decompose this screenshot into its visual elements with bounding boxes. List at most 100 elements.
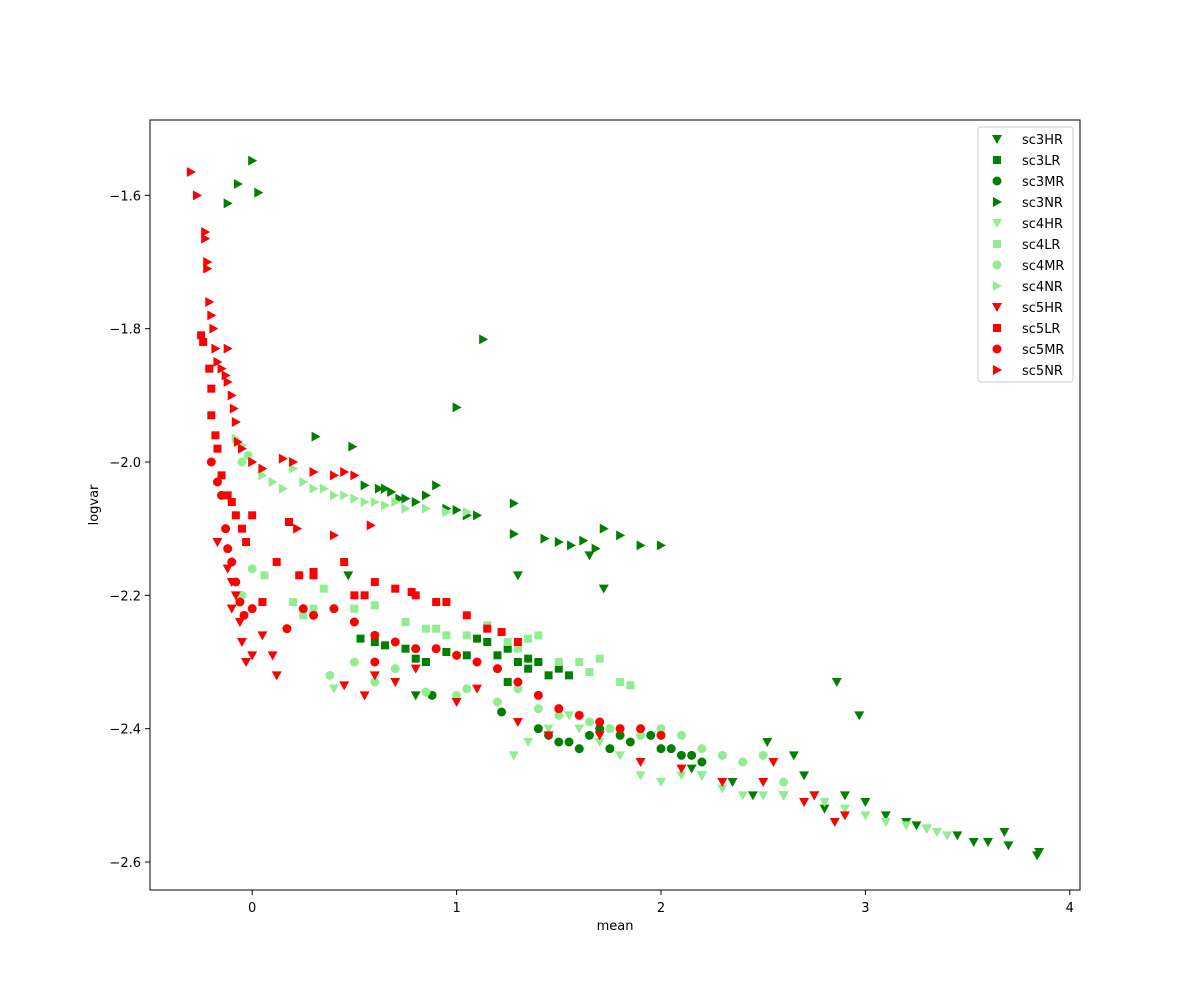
data-point-sc3HR [952, 831, 963, 841]
data-point-sc3HR [831, 678, 842, 687]
data-point-sc3HR [1034, 848, 1045, 857]
data-point-sc4MR [584, 717, 594, 727]
data-point-sc5NR [227, 390, 237, 401]
data-point-sc4MR [452, 690, 462, 700]
data-point-sc5LR [284, 518, 293, 526]
data-point-sc4NR [289, 463, 299, 474]
data-point-sc4MR [349, 657, 359, 667]
data-point-sc3HR [911, 821, 922, 831]
data-point-sc4NR [340, 490, 350, 501]
data-point-sc3NR [254, 187, 264, 198]
legend-marker-sc3MR [992, 176, 1002, 186]
data-point-sc5MR [574, 710, 584, 720]
data-point-sc3MR [574, 744, 584, 754]
data-point-sc4NR [278, 483, 288, 494]
legend-box [977, 126, 1074, 383]
data-point-sc4HR [717, 784, 728, 794]
data-point-sc5MR [431, 644, 441, 654]
data-point-sc5LR [258, 598, 267, 606]
data-point-sc5NR [329, 530, 339, 541]
data-point-sc5HR [799, 798, 810, 807]
data-point-sc4MR [243, 450, 253, 460]
data-point-sc4HR [819, 798, 830, 807]
data-point-sc5MR [492, 664, 502, 674]
data-point-sc4LR [595, 654, 604, 663]
data-point-sc5MR [247, 604, 257, 614]
data-point-sc4LR [401, 618, 410, 626]
data-point-sc4LR [462, 631, 471, 640]
data-point-sc5HR [768, 758, 779, 767]
data-point-sc4NR [268, 477, 278, 487]
data-point-sc4HR [635, 771, 646, 781]
data-point-sc4HR [758, 791, 769, 801]
data-point-sc3HR [860, 798, 871, 807]
data-point-sc5NR [289, 457, 299, 467]
data-point-sc3NR [421, 490, 431, 501]
data-point-sc3HR [788, 751, 799, 761]
data-point-sc5HR [271, 671, 282, 681]
data-point-sc5NR [205, 297, 215, 307]
data-point-sc5NR [340, 467, 350, 477]
data-point-sc4HR [860, 811, 871, 821]
y-tick-label: −2.4 [109, 723, 141, 738]
data-point-sc5HR [594, 731, 605, 741]
data-point-sc3MR [584, 730, 594, 740]
data-point-sc3LR [462, 651, 471, 660]
legend-label-sc5HR: sc5HR [1022, 301, 1063, 316]
data-point-sc5NR [233, 437, 243, 447]
data-point-sc3LR [534, 658, 543, 666]
data-point-sc4HR [880, 818, 891, 827]
data-point-sc5LR [237, 524, 246, 533]
data-point-sc5MR [513, 677, 523, 687]
data-point-sc4NR [350, 493, 360, 504]
data-point-sc4HR [615, 751, 626, 761]
data-point-sc5HR [543, 731, 554, 741]
data-point-sc5HR [839, 811, 850, 821]
data-point-sc4LR [616, 678, 625, 686]
data-point-sc5LR [309, 568, 318, 576]
data-point-sc5MR [298, 604, 308, 614]
data-point-sc4LR [503, 638, 512, 646]
data-point-sc5HR [247, 651, 258, 661]
data-point-sc3HR [880, 811, 891, 821]
data-point-sc4LR [319, 584, 328, 593]
data-point-sc3LR [513, 658, 522, 666]
data-point-sc3HR [598, 584, 609, 594]
data-point-sc5NR [329, 470, 339, 481]
data-point-sc5MR [533, 690, 543, 700]
plot-frame [149, 119, 1081, 891]
data-point-sc5NR [217, 363, 227, 374]
data-point-sc3MR [554, 737, 564, 747]
data-point-sc3LR [483, 638, 492, 646]
y-axis-ticks: −2.6 −2.4 −2.2 −2.0 −1.8 −1.6 [109, 189, 150, 871]
data-point-sc5LR [197, 331, 206, 340]
legend-marker-sc4NR [993, 281, 1002, 291]
data-point-sc5LR [227, 498, 236, 506]
data-point-sc5NR [350, 470, 360, 481]
data-point-sc5LR [350, 591, 359, 600]
data-point-sc3HR [410, 691, 421, 701]
data-point-sc3LR [370, 638, 379, 646]
data-point-sc3NR [311, 431, 321, 442]
data-point-sc5NR [366, 520, 376, 531]
data-point-sc4LR [309, 604, 318, 613]
data-point-sc4HR [942, 831, 953, 841]
data-point-sc5MR [595, 717, 605, 727]
data-point-sc3HR [512, 571, 523, 581]
data-point-sc5LR [340, 558, 349, 566]
data-point-sc5NR [201, 227, 211, 237]
data-point-sc3LR [421, 658, 430, 666]
data-point-sc4MR [370, 677, 380, 687]
data-point-sc4LR [524, 634, 533, 643]
data-point-sc4NR [421, 503, 431, 514]
data-point-sc5HR [236, 638, 247, 647]
data-point-sc5LR [199, 338, 208, 346]
data-point-sc5HR [676, 764, 687, 774]
data-point-sc5NR [309, 467, 319, 477]
data-point-sc3MR [533, 724, 543, 734]
data-point-sc5MR [223, 544, 233, 554]
data-point-sc4NR [299, 477, 309, 487]
data-point-sc5HR [829, 818, 840, 827]
data-point-sc4HR [778, 791, 789, 801]
data-point-sc3LR [442, 648, 451, 656]
